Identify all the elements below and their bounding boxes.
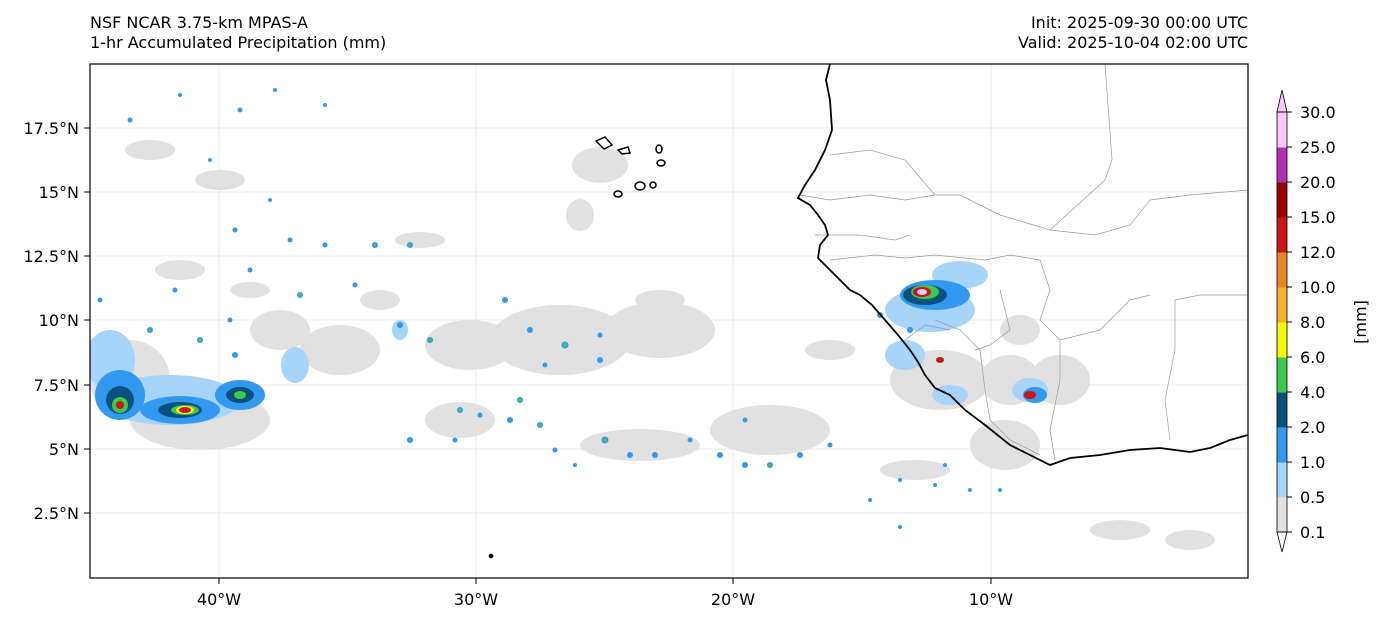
colorbar-segment [1277, 252, 1287, 288]
colorbar-tick-label: 15.0 [1300, 208, 1336, 227]
model-title: NSF NCAR 3.75-km MPAS-A [90, 13, 308, 32]
field-title: 1-hr Accumulated Precipitation (mm) [90, 33, 387, 52]
colorbar-segment [1277, 392, 1287, 428]
lat-label: 17.5°N [23, 119, 79, 138]
map-frame [89, 63, 1249, 579]
title-left: NSF NCAR 3.75-km MPAS-A 1-hr Accumulated… [90, 13, 386, 53]
colorbar-segment [1277, 497, 1287, 533]
lon-label: 40°W [197, 590, 241, 609]
colorbar-segment [1277, 182, 1287, 218]
colorbar-tick-label: 30.0 [1300, 103, 1336, 122]
country-borders [799, 64, 1248, 461]
lat-tick-marks [84, 127, 90, 514]
lon-label: 30°W [454, 590, 498, 609]
colorbar-tick-label: 10.0 [1300, 278, 1336, 297]
lat-label: 5°N [49, 440, 79, 459]
colorbar-extend-max [1276, 89, 1288, 113]
valid-time: Valid: 2025-10-04 02:00 UTC [1017, 33, 1248, 52]
colorbar-tick-label: 8.0 [1300, 313, 1325, 332]
lat-label: 12.5°N [23, 247, 79, 266]
colorbar-tick-label: 12.0 [1300, 243, 1336, 262]
colorbar-label: [mm] [1351, 300, 1370, 344]
colorbar-segment [1277, 112, 1287, 148]
colorbar-segment [1277, 427, 1287, 463]
colorbar: 0.1 0.5 1.0 2.0 4.0 6.0 8.0 10.0 12.0 15.0 20.0 25.… [1276, 89, 1336, 553]
lon-label: 10°W [969, 590, 1013, 609]
colorbar-tick-label: 25.0 [1300, 138, 1336, 157]
precip-convective-cores [112, 285, 1036, 415]
colorbar-tick-label: 2.0 [1300, 418, 1325, 437]
colorbar-tick-label: 4.0 [1300, 383, 1325, 402]
colorbar-extend-min [1276, 531, 1288, 553]
lat-label: 10°N [39, 311, 79, 330]
coastline [796, 64, 1248, 466]
colorbar-segment [1277, 462, 1287, 498]
colorbar-segment [1277, 287, 1287, 323]
islands [488, 136, 666, 559]
colorbar-segment [1277, 217, 1287, 253]
lat-label: 15°N [39, 183, 79, 202]
colorbar-tick-label: 6.0 [1300, 348, 1325, 367]
title-right: Init: 2025-09-30 00:00 UTC Valid: 2025-1… [1018, 13, 1248, 53]
lon-tick-marks [218, 578, 992, 584]
colorbar-tick-label: 20.0 [1300, 173, 1336, 192]
colorbar-segment [1277, 357, 1287, 393]
lat-label: 2.5°N [34, 504, 79, 523]
colorbar-tick-label: 1.0 [1300, 453, 1325, 472]
lon-label: 20°W [711, 590, 755, 609]
precip-light-areas [90, 140, 1215, 550]
colorbar-tick-label: 0.1 [1300, 523, 1325, 542]
lat-label: 7.5°N [34, 376, 79, 395]
colorbar-segment [1277, 322, 1287, 358]
init-time: Init: 2025-09-30 00:00 UTC [1030, 13, 1248, 32]
colorbar-tick-label: 0.5 [1300, 488, 1325, 507]
precip-scattered-cores [148, 243, 772, 467]
colorbar-segment [1277, 147, 1287, 183]
